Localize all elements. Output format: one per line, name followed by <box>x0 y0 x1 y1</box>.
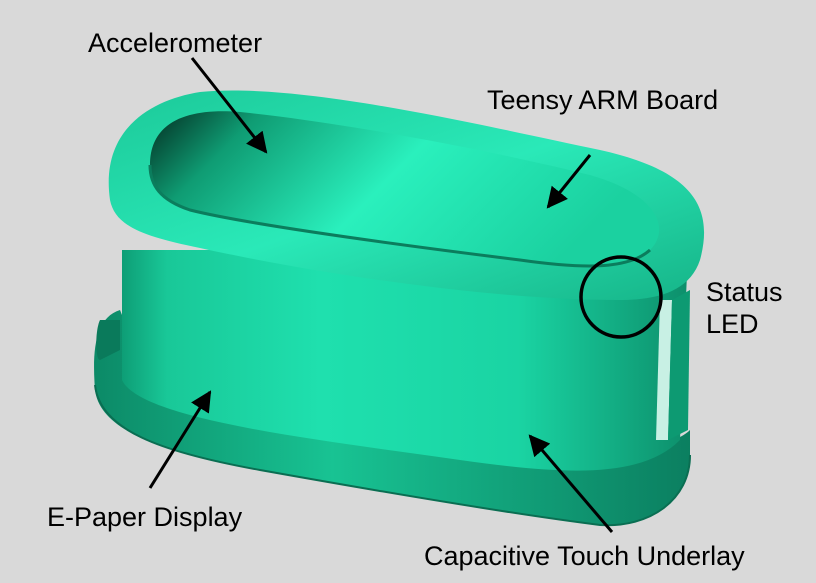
outer-wall <box>122 250 690 471</box>
epaper-display-label: E-Paper Display <box>47 502 243 532</box>
teensy-board-arrow <box>546 154 592 209</box>
status-led-label-line1: Status <box>706 277 783 307</box>
capacitive-touch-arrow <box>528 434 614 533</box>
epaper-display-arrow <box>148 390 212 489</box>
accelerometer-label: Accelerometer <box>88 28 263 58</box>
status-led-circle <box>579 255 663 339</box>
status-led-label-line2: LED <box>706 309 759 339</box>
teensy-board-label: Teensy ARM Board <box>487 85 719 115</box>
capacitive-touch-label: Capacitive Touch Underlay <box>424 541 745 571</box>
accelerometer-arrow <box>190 57 268 154</box>
